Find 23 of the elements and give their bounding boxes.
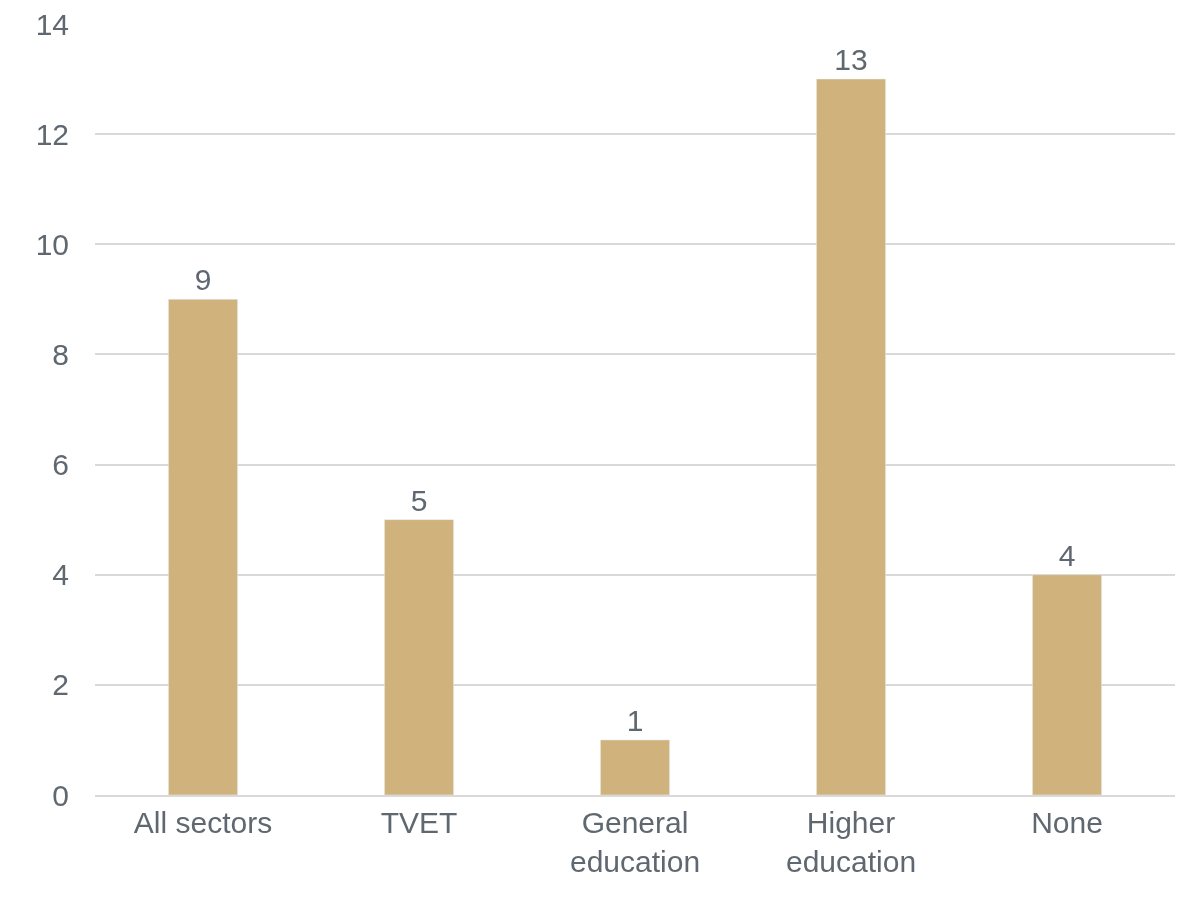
- bar: [816, 78, 886, 795]
- x-tick-label: All sectors: [133, 806, 273, 839]
- y-tick-label: 6: [52, 448, 69, 482]
- y-tick-label: 8: [52, 337, 69, 371]
- y-tick-label: 2: [52, 668, 69, 702]
- data-label: 13: [834, 43, 868, 77]
- y-tick-label: 12: [35, 117, 69, 151]
- data-label: 9: [194, 263, 212, 297]
- x-tick-label: General education: [569, 806, 701, 878]
- bar: [168, 299, 238, 795]
- data-label: 4: [1058, 538, 1076, 572]
- y-tick-label: 14: [35, 7, 69, 41]
- bar: [600, 739, 670, 795]
- bar: [1032, 574, 1102, 795]
- bar: [384, 519, 454, 795]
- x-tick-label: Higher education: [785, 806, 917, 878]
- data-label: 1: [626, 703, 644, 737]
- x-tick-label: TVET: [380, 806, 458, 839]
- x-tick-label: None: [1031, 806, 1103, 839]
- y-tick-label: 0: [52, 778, 69, 812]
- y-tick-label: 10: [35, 227, 69, 261]
- y-tick-label: 4: [52, 558, 69, 592]
- data-label: 5: [410, 483, 428, 517]
